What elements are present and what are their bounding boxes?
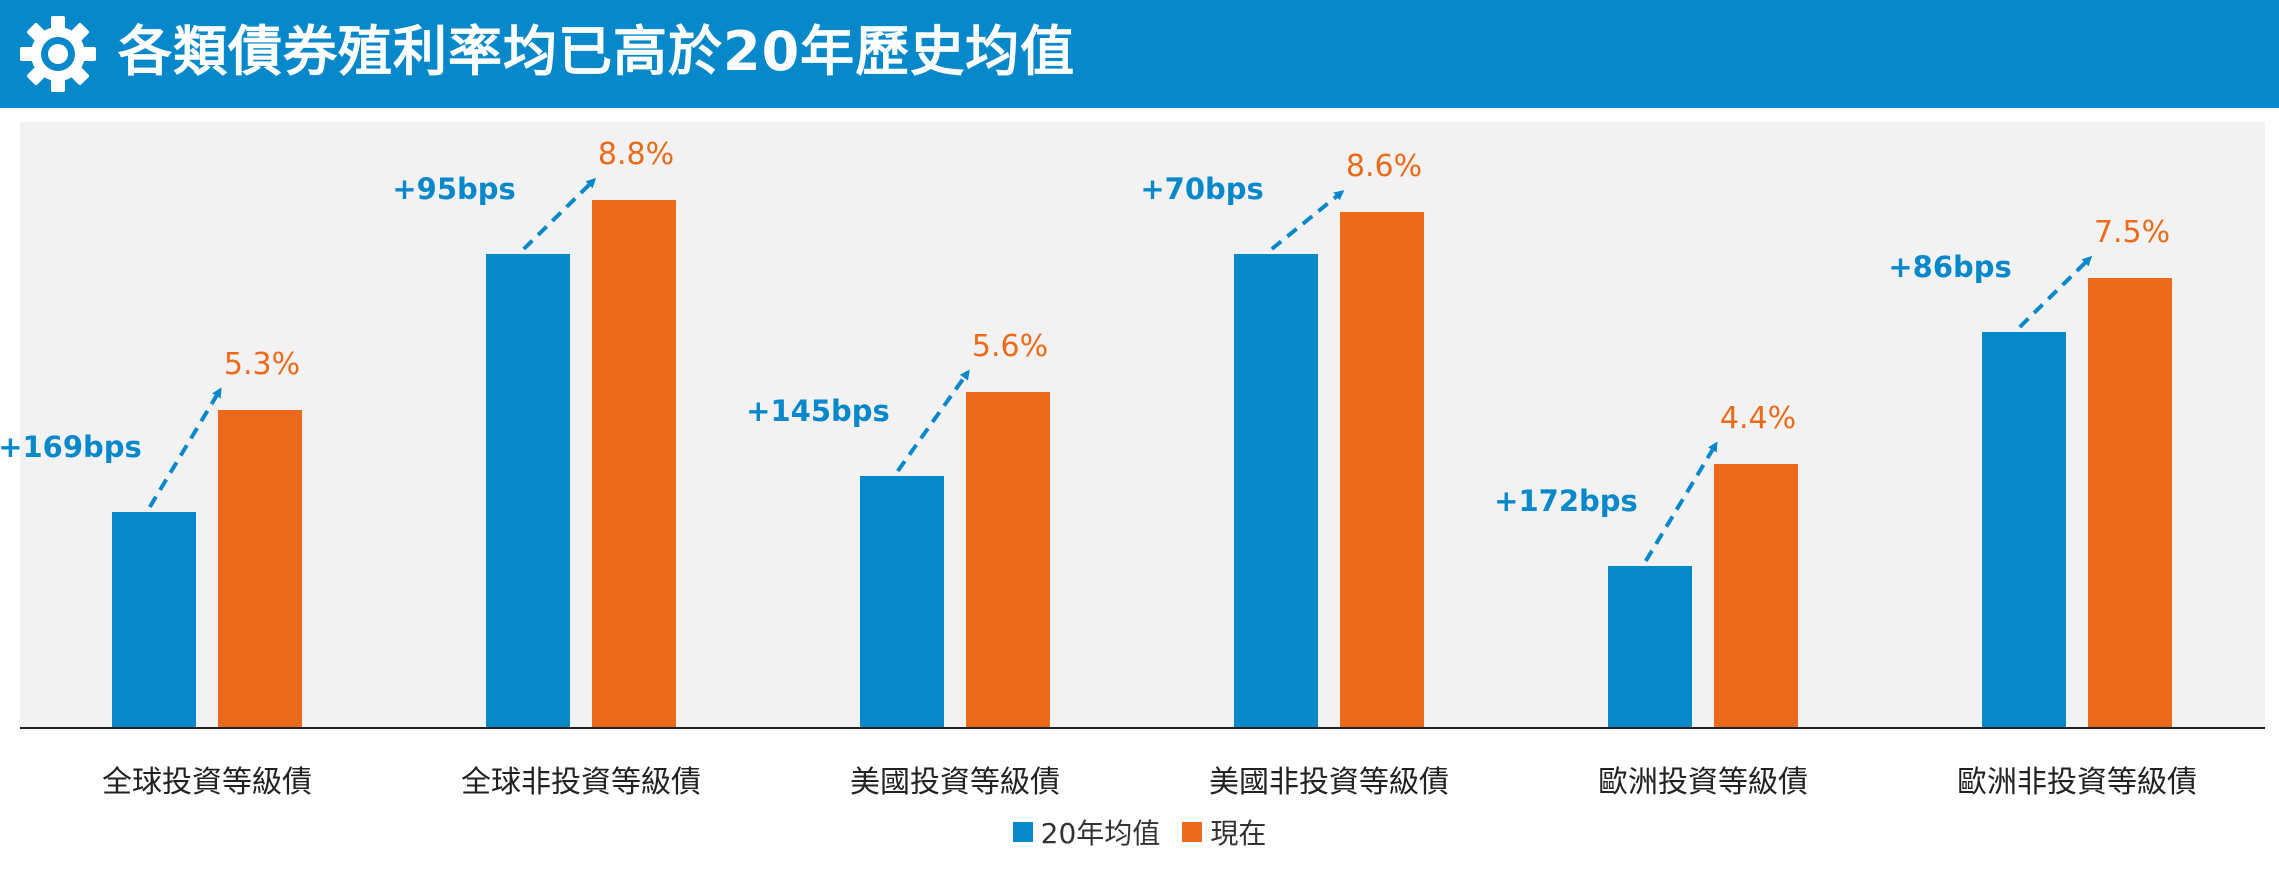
category-label: 全球非投資等級債 [461, 765, 701, 800]
spread-label: +169bps [0, 430, 142, 464]
spread-arrow [1644, 441, 1718, 563]
category-label: 全球投資等級債 [102, 765, 312, 800]
chart-header: 各類債券殖利率均已高於20年歷史均值 [0, 0, 2279, 108]
spread-arrow [896, 369, 970, 473]
value-label: 4.4% [1720, 401, 1796, 436]
bar-avg [1982, 332, 2066, 728]
bar-now [592, 200, 676, 728]
category-label: 歐洲非投資等級債 [1957, 765, 2197, 800]
legend-label-now: 現在 [1210, 817, 1267, 850]
category-label: 歐洲投資等級債 [1598, 765, 1808, 800]
page-title: 各類債券殖利率均已高於20年歷史均值 [118, 20, 1076, 83]
legend-item-avg: 20年均值 [1012, 812, 1161, 852]
legend-label-avg: 20年均值 [1040, 817, 1161, 850]
spread-label: +145bps [746, 394, 890, 428]
bar-now [1340, 212, 1424, 728]
value-label: 8.8% [598, 137, 674, 172]
value-label: 7.5% [2094, 215, 2170, 250]
spread-arrow [1270, 190, 1345, 251]
spread-arrow [522, 177, 597, 251]
spread-label: +70bps [1140, 172, 1263, 206]
value-label: 5.3% [224, 347, 300, 382]
legend: 20年均值 現在 [0, 812, 2279, 852]
plot-background [20, 122, 2265, 728]
legend-item-now: 現在 [1182, 812, 1266, 852]
bar-now [1714, 464, 1798, 728]
value-label: 5.6% [972, 329, 1048, 364]
bar-avg [1608, 566, 1692, 728]
spread-arrow [148, 387, 222, 509]
spread-label: +172bps [1494, 484, 1638, 518]
chart-area: +169bps 5.3% 全球投資等級債 +95bps 8.8% 全球非投資等級債 +145… [0, 108, 2279, 867]
bar-now [218, 410, 302, 728]
legend-swatch-avg [1012, 822, 1033, 842]
bar-now [966, 392, 1050, 728]
category-label: 美國投資等級債 [850, 765, 1060, 800]
value-label: 8.6% [1346, 149, 1422, 184]
bar-chart: +169bps 5.3% 全球投資等級債 +95bps 8.8% 全球非投資等級債 +145… [0, 122, 2265, 800]
spread-label: +86bps [1888, 250, 2011, 284]
bar-avg [486, 254, 570, 728]
bar-now [2088, 278, 2172, 728]
legend-swatch-now [1182, 822, 1203, 842]
bar-avg [112, 512, 196, 728]
gear-icon [20, 16, 96, 92]
spread-arrow [2018, 255, 2093, 329]
bar-avg [860, 476, 944, 728]
spread-label: +95bps [392, 172, 515, 206]
category-label: 美國非投資等級債 [1209, 765, 1449, 800]
bar-avg [1234, 254, 1318, 728]
